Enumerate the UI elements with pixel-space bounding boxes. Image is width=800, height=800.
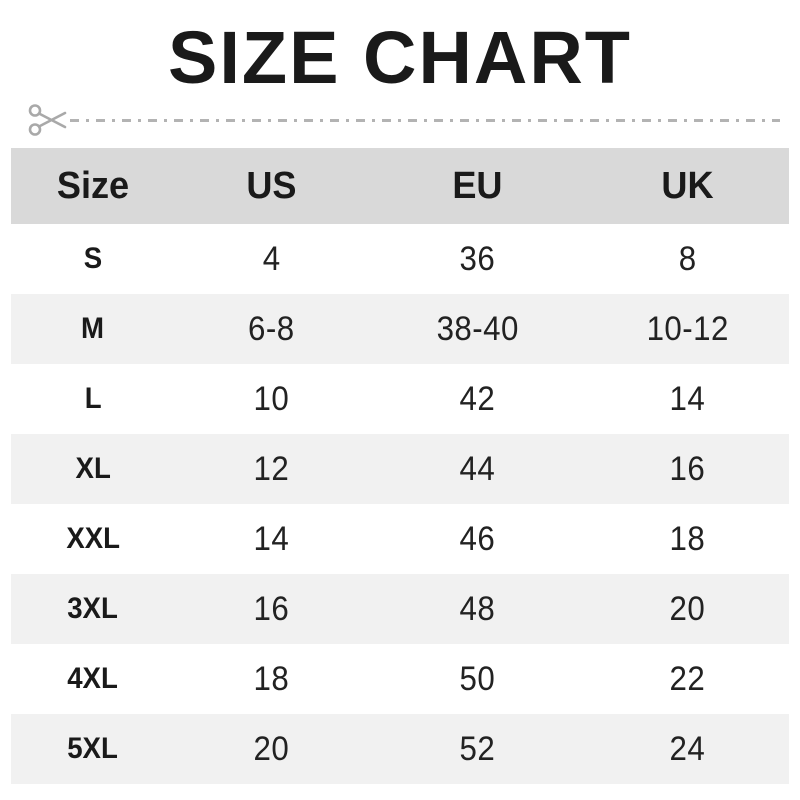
uk-value: 20 bbox=[669, 589, 706, 628]
us-value: 10 bbox=[253, 379, 290, 418]
table-row-l: L 10 42 14 bbox=[11, 364, 789, 434]
uk-value: 22 bbox=[669, 659, 706, 698]
table-row-xxl: XXL 14 46 18 bbox=[11, 504, 789, 574]
us-value: 18 bbox=[253, 659, 290, 698]
header-us: US bbox=[246, 164, 297, 207]
size-label: S bbox=[83, 242, 102, 275]
table-header-row: Size US EU UK bbox=[11, 148, 789, 224]
table-row-3xl: 3XL 16 48 20 bbox=[11, 574, 789, 644]
size-label: XXL bbox=[65, 522, 120, 555]
scissors-icon bbox=[28, 102, 68, 138]
eu-value: 48 bbox=[459, 589, 496, 628]
eu-value: 42 bbox=[459, 379, 496, 418]
us-value: 6-8 bbox=[248, 309, 295, 348]
us-value: 4 bbox=[262, 239, 281, 278]
eu-value: 46 bbox=[459, 519, 496, 558]
size-label: M bbox=[81, 312, 105, 345]
eu-value: 38-40 bbox=[436, 309, 519, 348]
cut-line bbox=[28, 100, 780, 140]
us-value: 12 bbox=[253, 449, 290, 488]
eu-value: 50 bbox=[459, 659, 496, 698]
size-label: XL bbox=[75, 452, 111, 485]
eu-value: 52 bbox=[459, 729, 496, 768]
dashed-cut-line bbox=[70, 118, 780, 122]
size-label: 4XL bbox=[67, 662, 119, 695]
table-row-xl: XL 12 44 16 bbox=[11, 434, 789, 504]
uk-value: 8 bbox=[678, 239, 697, 278]
header-uk: UK bbox=[661, 164, 714, 207]
us-value: 14 bbox=[253, 519, 290, 558]
uk-value: 24 bbox=[669, 729, 706, 768]
size-label: 3XL bbox=[67, 592, 119, 625]
size-label: 5XL bbox=[67, 732, 119, 765]
size-label: L bbox=[84, 382, 102, 415]
table-body: S 4 36 8 M 6-8 38-40 10-12 L 10 42 14 XL… bbox=[11, 224, 789, 784]
table-row-5xl: 5XL 20 52 24 bbox=[11, 714, 789, 784]
us-value: 20 bbox=[253, 729, 290, 768]
table-row-s: S 4 36 8 bbox=[11, 224, 789, 294]
page-title: SIZE CHART bbox=[168, 16, 632, 99]
header-size: Size bbox=[56, 164, 129, 207]
size-chart-table: Size US EU UK S 4 36 8 M 6-8 38-40 10-12… bbox=[11, 148, 789, 784]
uk-value: 10-12 bbox=[646, 309, 729, 348]
header-eu: EU bbox=[452, 164, 503, 207]
table-row-4xl: 4XL 18 50 22 bbox=[11, 644, 789, 714]
eu-value: 44 bbox=[459, 449, 496, 488]
table-row-m: M 6-8 38-40 10-12 bbox=[11, 294, 789, 364]
us-value: 16 bbox=[253, 589, 290, 628]
uk-value: 16 bbox=[669, 449, 706, 488]
uk-value: 14 bbox=[669, 379, 706, 418]
eu-value: 36 bbox=[459, 239, 496, 278]
uk-value: 18 bbox=[669, 519, 706, 558]
